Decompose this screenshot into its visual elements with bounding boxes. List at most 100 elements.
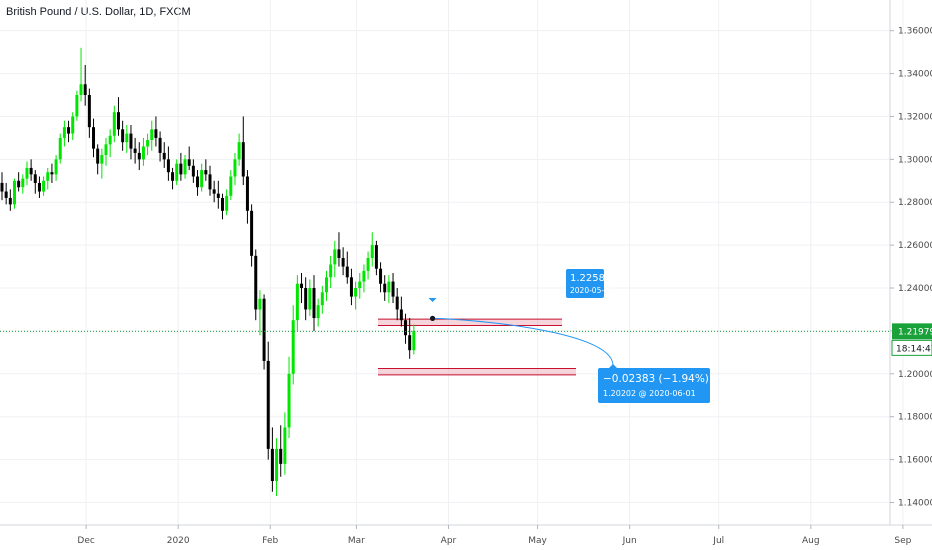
candle-body [37, 182, 41, 192]
candle-body [408, 335, 412, 351]
candle-body [133, 148, 137, 153]
price-tick-label: 1.14000 [898, 498, 932, 508]
candle-body [312, 288, 316, 319]
time-axis[interactable]: Dec 2020 Feb Mar Apr May Jun Jul Aug Sep [0, 524, 932, 546]
candle-body [275, 448, 279, 482]
candle-body [200, 170, 204, 188]
time-tick-label: Dec [77, 536, 94, 546]
candle-body [404, 320, 408, 336]
price-axis[interactable]: 1.36000 1.34000 1.32000 1.30000 1.28000 1.260… [889, 0, 932, 525]
candle-body [354, 288, 358, 297]
candle-body [54, 159, 58, 175]
candle-body [266, 360, 270, 449]
candle-body [395, 296, 399, 310]
candle-body [233, 159, 237, 177]
current-price-label: 1.21979 [898, 327, 932, 337]
candle-body [33, 174, 37, 183]
time-tick-label: Aug [802, 536, 820, 546]
price-tick-label: 1.28000 [898, 198, 932, 208]
candle-body [21, 178, 25, 188]
candle-body [171, 172, 175, 181]
candle-body [366, 257, 370, 271]
time-tick-label: Jul [712, 536, 724, 546]
candle-body [158, 137, 162, 153]
price-tick-label: 1.36000 [898, 27, 932, 37]
candles [0, 47, 416, 497]
projection-from-date: 2020-05-20 [570, 286, 614, 295]
candle-body [358, 281, 362, 289]
candle-body [316, 305, 320, 319]
candle-body [146, 140, 150, 147]
candle-body [324, 277, 328, 293]
candle-body [112, 112, 116, 136]
candle-body [8, 197, 12, 205]
candle-body [279, 448, 283, 464]
candle-body [258, 298, 262, 310]
candle-body [291, 320, 295, 374]
projection-from-box [566, 269, 604, 298]
candle-body [349, 277, 353, 297]
candle-body [250, 210, 254, 256]
price-tick-label: 1.26000 [898, 241, 932, 251]
candle-body [370, 245, 374, 258]
candle-body [270, 448, 274, 482]
candle-body [345, 266, 349, 278]
time-tick-label: Jun [622, 536, 637, 546]
projection-from-price: 1.22585 [570, 273, 611, 284]
candle-body [83, 84, 87, 96]
candle-body [333, 249, 337, 265]
candle-body [87, 95, 91, 128]
grid [0, 0, 904, 525]
time-tick-label: Mar [348, 536, 365, 546]
time-tick-label: Apr [441, 536, 457, 546]
price-tick-label: 1.20000 [898, 370, 932, 380]
candle-body [62, 127, 66, 138]
candle-body [25, 167, 29, 179]
price-tick-label: 1.24000 [898, 284, 932, 294]
projection-curve [432, 317, 614, 366]
candle-body [329, 264, 333, 278]
time-tick-label: May [528, 536, 547, 546]
candle-body [196, 176, 200, 188]
candle-body [387, 281, 391, 293]
candle-body [162, 152, 166, 160]
candle-body [154, 129, 158, 138]
candle-body [121, 129, 125, 143]
countdown-badge [891, 339, 932, 356]
time-tick-label: 2020 [167, 536, 190, 546]
candle-body [412, 330, 416, 351]
projection-target-box [598, 368, 710, 403]
projection-target-text: 1.20202 @ 2020-06-01 [603, 389, 696, 398]
current-price-badge [892, 323, 932, 340]
candle-body [29, 167, 33, 175]
candle-body [67, 127, 71, 134]
candle-body [46, 172, 50, 181]
candle-body [308, 288, 312, 310]
candle-body [216, 193, 220, 198]
candle-body [245, 176, 249, 211]
candle-body [191, 165, 195, 177]
candle-body [379, 268, 383, 284]
candle-body [141, 146, 145, 160]
price-tick-label: 1.18000 [898, 413, 932, 423]
candle-body [399, 309, 403, 321]
candle-body [391, 281, 395, 297]
candle-body [287, 373, 291, 428]
candle-body [100, 155, 104, 164]
time-tick-label: Sep [894, 536, 911, 546]
projection-from-pointer [428, 298, 437, 302]
price-tick-label: 1.16000 [898, 456, 932, 466]
candle-body [4, 191, 8, 198]
candle-body [104, 144, 108, 156]
candle-body [166, 159, 170, 173]
price-tick-label: 1.34000 [898, 70, 932, 80]
candle-body [108, 135, 112, 145]
candle-body [79, 84, 83, 96]
candle-body [42, 180, 46, 192]
candle-body [212, 189, 216, 194]
candle-body [337, 249, 341, 258]
candle-body [283, 427, 287, 464]
candle-body [237, 142, 241, 160]
candle-body [50, 172, 54, 175]
